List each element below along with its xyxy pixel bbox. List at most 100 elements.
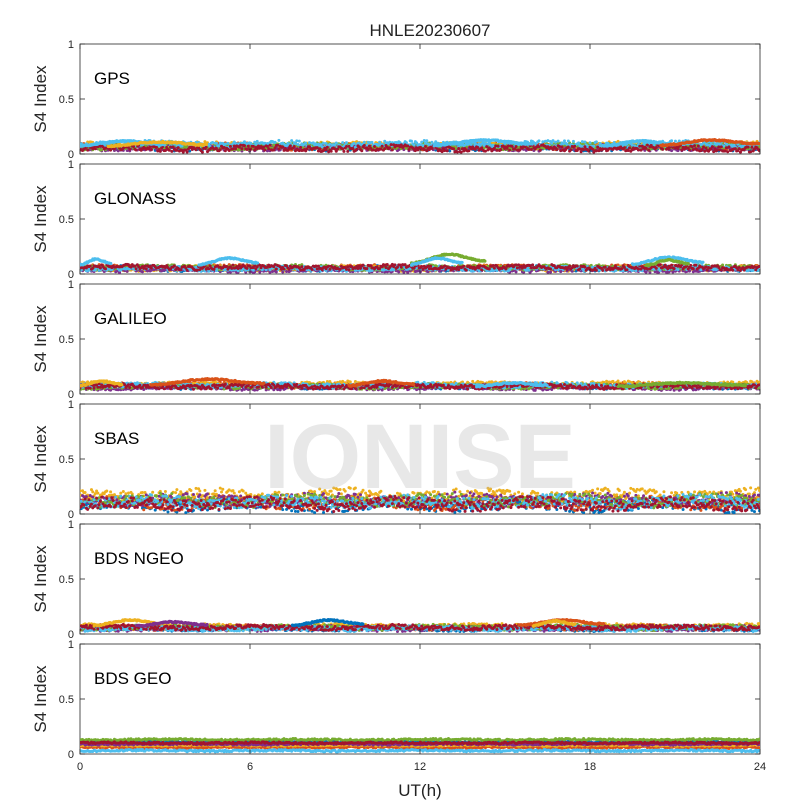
data-point	[334, 141, 338, 145]
data-point	[427, 148, 431, 152]
data-point	[342, 149, 346, 153]
data-point	[170, 149, 174, 153]
data-point	[185, 150, 189, 154]
data-point	[324, 148, 328, 152]
data-point	[305, 147, 309, 151]
data-point	[626, 149, 630, 153]
data-point	[171, 145, 175, 149]
data-point	[376, 143, 380, 147]
data-point	[163, 149, 167, 153]
data-point	[388, 140, 392, 144]
data-point	[167, 148, 171, 152]
data-point	[322, 141, 326, 145]
data-point	[705, 143, 709, 147]
data-point	[176, 146, 180, 150]
data-point	[622, 146, 626, 150]
data-point	[320, 145, 324, 149]
data-point	[557, 144, 561, 148]
data-point	[583, 140, 587, 144]
data-point	[440, 150, 444, 154]
data-point	[425, 149, 429, 153]
data-point	[412, 143, 416, 147]
data-point	[112, 147, 116, 151]
data-point	[541, 140, 545, 144]
data-point	[749, 150, 753, 154]
data-point	[100, 148, 104, 152]
data-point	[246, 144, 250, 148]
data-point	[563, 139, 566, 143]
data-point	[550, 141, 554, 145]
data-point	[696, 144, 700, 148]
data-point	[234, 147, 238, 151]
data-point	[483, 142, 487, 146]
data-point	[680, 148, 684, 152]
data-point	[324, 141, 328, 145]
data-point	[508, 148, 512, 152]
data-point	[501, 144, 505, 148]
data-point	[480, 146, 484, 150]
data-point	[420, 140, 424, 144]
data-point	[194, 148, 198, 152]
data-point	[457, 146, 461, 150]
data-point	[499, 148, 503, 152]
data-point	[724, 146, 728, 150]
data-point	[218, 148, 222, 152]
data-point	[577, 141, 581, 145]
data-point	[267, 147, 271, 151]
data-point	[276, 143, 280, 147]
data-point	[477, 142, 481, 146]
data-point	[228, 144, 232, 148]
data-point	[132, 145, 136, 149]
data-point	[505, 146, 509, 150]
data-point	[556, 139, 560, 143]
data-point	[492, 146, 496, 150]
data-point	[424, 141, 428, 145]
data-point	[285, 144, 289, 148]
data-point	[322, 149, 326, 153]
data-point	[636, 148, 640, 152]
data-point	[297, 139, 301, 143]
data-point	[109, 148, 113, 152]
data-point	[598, 141, 602, 145]
data-point	[217, 144, 221, 148]
data-point	[422, 138, 426, 142]
data-point	[388, 146, 392, 150]
data-point	[496, 144, 500, 148]
data-point	[406, 144, 410, 148]
data-point	[418, 143, 422, 147]
data-point	[704, 146, 708, 150]
data-point	[667, 147, 671, 151]
data-point	[529, 147, 533, 151]
data-point	[341, 147, 345, 151]
data-point	[594, 149, 598, 153]
data-point	[691, 148, 695, 152]
arc-point	[530, 142, 534, 146]
data-point	[334, 149, 338, 153]
data-point	[149, 148, 153, 152]
data-point	[639, 148, 643, 152]
data-point	[390, 148, 394, 152]
data-point	[737, 147, 741, 151]
data-point	[232, 140, 236, 144]
data-point	[506, 144, 510, 148]
data-point	[404, 141, 408, 145]
data-point	[402, 148, 406, 152]
data-point	[169, 145, 173, 149]
data-point	[592, 144, 596, 148]
data-point	[290, 139, 294, 143]
data-point	[455, 150, 459, 154]
data-point	[443, 149, 447, 153]
data-point	[281, 145, 285, 149]
data-point	[421, 143, 425, 147]
data-point	[580, 140, 584, 144]
data-point	[560, 145, 564, 149]
data-point	[214, 141, 218, 145]
data-point	[537, 145, 541, 149]
data-point	[425, 139, 429, 143]
data-point	[273, 140, 277, 144]
data-point	[514, 145, 518, 149]
panel-frame	[79, 43, 761, 155]
data-point	[628, 146, 632, 150]
